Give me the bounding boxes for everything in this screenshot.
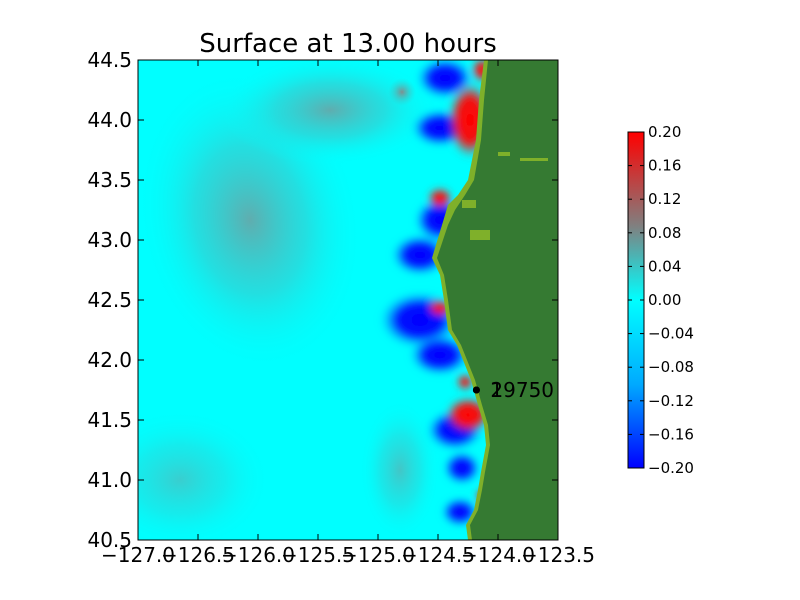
chart-title: Surface at 13.00 hours <box>199 29 497 59</box>
colorbar-tick-label: 0.20 <box>648 123 681 141</box>
y-tick-label: 42.0 <box>87 348 132 372</box>
y-tick-label: 41.0 <box>87 468 132 492</box>
colorbar-tick-label: 0.00 <box>648 291 681 309</box>
x-tick-label: −125.0 <box>341 543 415 567</box>
colorbar-gradient <box>628 132 644 468</box>
surface-field <box>138 60 558 540</box>
y-tick-label: 44.5 <box>87 48 132 72</box>
x-tick-label: −126.5 <box>161 543 235 567</box>
y-tick-label: 44.0 <box>87 108 132 132</box>
y-tick-label: 40.5 <box>87 528 132 552</box>
colorbar-tick-label: −0.20 <box>648 459 694 477</box>
x-tick-label: −126.0 <box>221 543 295 567</box>
x-tick-label: −123.5 <box>521 543 595 567</box>
x-tick-label: −124.0 <box>461 543 535 567</box>
colorbar-tick-label: −0.16 <box>648 425 694 443</box>
colorbar-tick-label: 0.12 <box>648 190 681 208</box>
x-axis: −127.0−126.5−126.0−125.5−125.0−124.5−124… <box>101 60 595 567</box>
colorbar-tick-label: −0.08 <box>648 358 694 376</box>
colorbar-tick-label: −0.12 <box>648 392 694 410</box>
y-tick-label: 43.5 <box>87 168 132 192</box>
colorbar-ticks: −0.20 −0.16 −0.12 −0.08 −0.04 0.00 0.04 0.08 0.1… <box>628 123 694 477</box>
y-tick-label: 43.0 <box>87 228 132 252</box>
x-tick-label: −124.5 <box>401 543 475 567</box>
gauge-point <box>472 386 480 394</box>
y-axis: 40.5 41.0 41.5 42.0 42.5 43.0 43.5 44.0 44.5 <box>87 48 558 552</box>
colorbar: −0.20 −0.16 −0.12 −0.08 −0.04 0.00 0.04 0.08 0.1… <box>627 123 694 477</box>
land-mass <box>437 60 558 540</box>
y-tick-label: 42.5 <box>87 288 132 312</box>
gauge-label: 19750 <box>490 378 554 402</box>
x-tick-label: −125.5 <box>281 543 355 567</box>
y-tick-label: 41.5 <box>87 408 132 432</box>
colorbar-tick-label: 0.04 <box>648 257 681 275</box>
inland-green-specks <box>462 152 548 240</box>
gauge-label: 2 <box>490 378 503 402</box>
colorbar-tick-label: 0.08 <box>648 224 681 242</box>
x-tick-label: −127.0 <box>101 543 175 567</box>
colorbar-tick-label: −0.04 <box>648 325 694 343</box>
offshore-gray-band <box>138 60 440 540</box>
colorbar-tick-label: 0.16 <box>648 157 681 175</box>
